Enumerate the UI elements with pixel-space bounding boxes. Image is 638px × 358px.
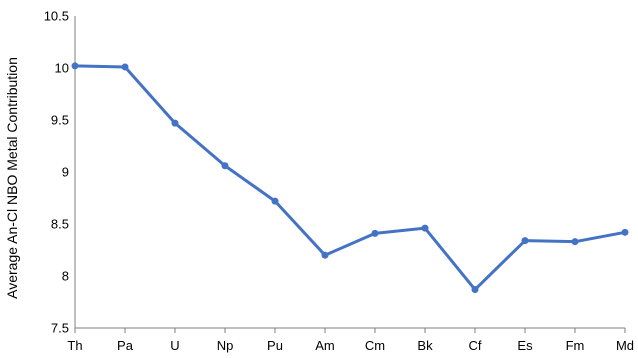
x-tick-label: Cf (469, 338, 482, 353)
data-point (471, 286, 479, 294)
data-point (321, 251, 329, 259)
data-point (171, 119, 179, 127)
y-tick-label: 10 (55, 61, 69, 76)
y-tick-label: 9 (62, 165, 69, 180)
data-point (221, 162, 229, 170)
series-line (73, 64, 627, 292)
data-point (121, 63, 129, 71)
x-tick-label: Bk (417, 338, 433, 353)
data-point (371, 229, 379, 237)
x-tick-label: Th (67, 338, 82, 353)
y-tick-label: 7.5 (51, 321, 69, 336)
y-tick-label: 8.5 (51, 217, 69, 232)
x-tick-label: Md (616, 338, 634, 353)
x-tick-label: Pa (117, 338, 134, 353)
data-point (271, 197, 279, 205)
x-tick-label: Am (315, 338, 335, 353)
y-axis-title-group: Average An-Cl NBO Metal Contribution (4, 57, 20, 299)
data-point (621, 228, 629, 236)
x-tick-label: Es (517, 338, 533, 353)
data-point (521, 237, 529, 245)
y-axis-title: Average An-Cl NBO Metal Contribution (4, 57, 20, 299)
series-points (71, 62, 629, 294)
x-tick-label: Cm (365, 338, 385, 353)
data-point (71, 62, 79, 70)
y-tick-label: 9.5 (51, 113, 69, 128)
x-tick-label: U (170, 338, 179, 353)
x-tick-marks (74, 328, 626, 333)
x-tick-labels: Th Pa U Np Pu Am Cm Bk Cf Es Fm Md (67, 338, 634, 353)
y-tick-label: 10.5 (44, 9, 69, 24)
y-tick-label: 8 (62, 269, 69, 284)
x-tick-label: Pu (267, 338, 283, 353)
data-point (421, 224, 429, 232)
y-tick-labels: 7.5 8 8.5 9 9.5 10 10.5 (44, 9, 69, 336)
x-tick-label: Fm (566, 338, 585, 353)
x-tick-label: Np (217, 338, 234, 353)
data-point (571, 238, 579, 246)
